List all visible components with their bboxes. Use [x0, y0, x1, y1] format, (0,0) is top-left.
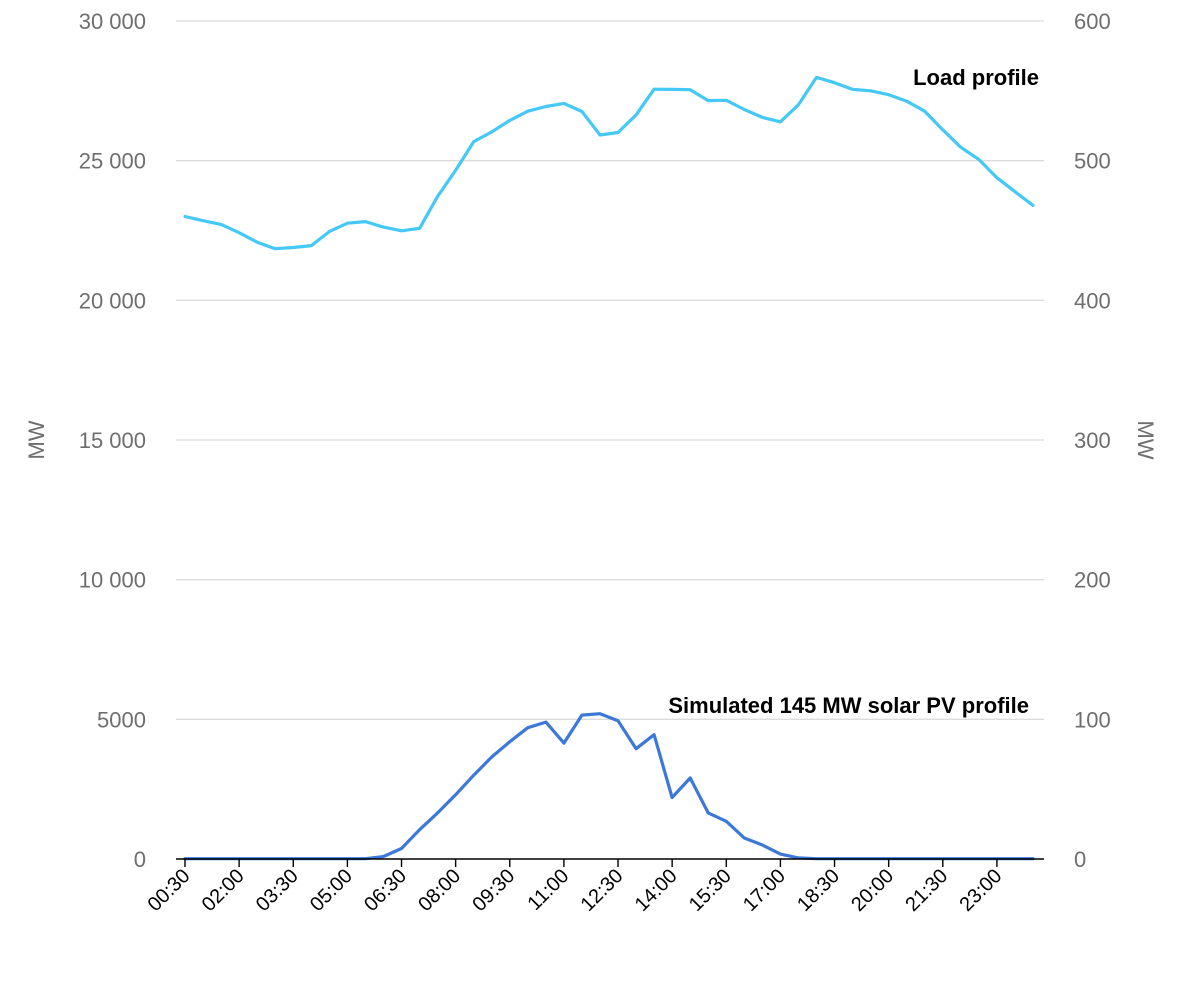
x-tick-label: 21:30 [901, 865, 952, 916]
x-tick-label: 20:00 [847, 865, 898, 916]
x-tick-label: 06:30 [360, 865, 411, 916]
right-tick-label: 500 [1074, 149, 1111, 174]
left-tick-label: 20 000 [79, 288, 146, 313]
left-tick-label: 0 [134, 847, 146, 872]
solar-pv-profile-annotation: Simulated 145 MW solar PV profile [668, 693, 1029, 718]
right-tick-label: 400 [1074, 288, 1111, 313]
right-tick-label: 200 [1074, 568, 1111, 593]
series-line-simulated-145-mw-solar-pv-profile [183, 712, 1035, 861]
right-tick-label: 0 [1074, 847, 1086, 872]
series-lines [183, 75, 1035, 861]
x-axis-ticks: 00:30 02:00 03:30 05:00 06:30 08:00 09:30 11:00… [144, 859, 1006, 916]
x-tick-label: 11:00 [524, 865, 574, 915]
x-tick-label: 05:00 [306, 865, 357, 916]
left-axis-ticks: 0 5000 10 000 15 000 20 000 25 000 30 000 [79, 9, 146, 872]
left-tick-label: 25 000 [79, 149, 146, 174]
x-tick-label: 02:00 [198, 865, 249, 916]
right-tick-label: 300 [1074, 428, 1111, 453]
right-tick-label: 600 [1074, 9, 1111, 34]
right-axis-title: MW [1133, 420, 1158, 459]
left-tick-label: 10 000 [79, 568, 146, 593]
x-tick-label: 03:30 [252, 865, 303, 916]
x-tick-label: 12:30 [577, 865, 628, 916]
x-tick-label: 09:30 [468, 865, 519, 916]
load-profile-annotation: Load profile [913, 65, 1039, 90]
left-axis-title: MW [24, 420, 49, 459]
x-tick-label: 18:30 [793, 865, 844, 916]
x-tick-label: 00:30 [144, 865, 195, 916]
left-tick-label: 5000 [97, 707, 146, 732]
right-axis-ticks: 0 100 200 300 400 500 600 [1074, 9, 1111, 872]
left-tick-label: 30 000 [79, 9, 146, 34]
series-line-load-profile [183, 75, 1035, 251]
x-tick-label: 17:00 [739, 865, 790, 916]
left-tick-label: 15 000 [79, 428, 146, 453]
right-tick-label: 100 [1074, 707, 1111, 732]
x-tick-label: 14:00 [631, 865, 682, 916]
gridlines [176, 20, 1044, 720]
x-tick-label: 08:00 [414, 865, 465, 916]
x-tick-label: 23:00 [955, 865, 1006, 916]
x-tick-label: 15:30 [685, 865, 736, 916]
